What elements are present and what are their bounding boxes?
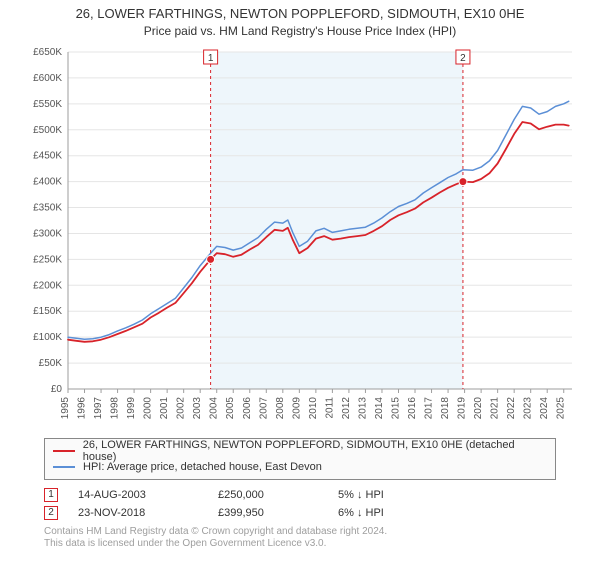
legend-label: 26, LOWER FARTHINGS, NEWTON POPPLEFORD, … <box>83 439 547 463</box>
x-tick-label: 2023 <box>523 396 534 419</box>
attribution-footer: Contains HM Land Registry data © Crown c… <box>44 526 556 551</box>
x-tick-label: 2020 <box>473 396 484 419</box>
x-tick-label: 2009 <box>291 396 302 419</box>
sale-date: 14-AUG-2003 <box>78 489 218 501</box>
chart-title-line2: Price paid vs. HM Land Registry's House … <box>0 24 600 38</box>
x-tick-label: 2011 <box>324 396 335 418</box>
y-tick-label: £450K <box>33 151 62 162</box>
x-tick-label: 2007 <box>258 396 269 419</box>
y-tick-label: £150K <box>33 306 62 317</box>
x-tick-label: 2006 <box>242 396 253 419</box>
sale-marker-dot <box>459 178 467 186</box>
chart-title-line1: 26, LOWER FARTHINGS, NEWTON POPPLEFORD, … <box>0 6 600 23</box>
x-tick-label: 1998 <box>110 396 121 419</box>
line-chart-svg: £0 £50K £100K £150K £200K £250K £300K £350K £400… <box>20 44 580 434</box>
legend-row: 26, LOWER FARTHINGS, NEWTON POPPLEFORD, … <box>53 443 547 459</box>
x-tick-label: 1999 <box>126 396 137 419</box>
x-tick-label: 2005 <box>225 396 236 419</box>
x-tick-label: 2015 <box>390 396 401 419</box>
x-tick-label: 2002 <box>176 396 187 419</box>
y-tick-label: £100K <box>33 332 62 343</box>
chart-container: 26, LOWER FARTHINGS, NEWTON POPPLEFORD, … <box>0 6 600 551</box>
footer-line1: Contains HM Land Registry data © Crown c… <box>44 526 556 539</box>
sale-row: 1 14-AUG-2003£250,0005% ↓ HPI <box>44 486 556 504</box>
sale-price: £399,950 <box>218 507 338 519</box>
sale-badge: 1 <box>44 488 58 502</box>
y-tick-label: £650K <box>33 47 62 58</box>
y-tick-label: £350K <box>33 202 62 213</box>
footer-line2: This data is licensed under the Open Gov… <box>44 538 556 551</box>
x-tick-label: 2016 <box>407 396 418 419</box>
y-tick-label: £0 <box>51 384 63 395</box>
sale-date: 23-NOV-2018 <box>78 507 218 519</box>
sale-row: 2 23-NOV-2018£399,9506% ↓ HPI <box>44 504 556 522</box>
sale-delta: 5% ↓ HPI <box>338 489 458 501</box>
x-tick-label: 2017 <box>424 396 435 419</box>
chart-plot: £0 £50K £100K £150K £200K £250K £300K £350K £400… <box>20 44 580 434</box>
sale-marker-number: 1 <box>208 53 214 64</box>
x-tick-label: 2001 <box>159 396 170 419</box>
x-tick-label: 1995 <box>60 396 71 419</box>
x-tick-label: 2010 <box>308 396 319 419</box>
sale-delta: 6% ↓ HPI <box>338 507 458 519</box>
x-tick-label: 2003 <box>192 396 203 419</box>
sale-price: £250,000 <box>218 489 338 501</box>
legend: 26, LOWER FARTHINGS, NEWTON POPPLEFORD, … <box>44 438 556 480</box>
x-tick-label: 2000 <box>143 396 154 419</box>
legend-label: HPI: Average price, detached house, East… <box>83 461 322 473</box>
y-tick-label: £300K <box>33 228 62 239</box>
y-tick-label: £200K <box>33 280 62 291</box>
x-tick-label: 2004 <box>209 396 220 419</box>
legend-swatch <box>53 466 75 468</box>
x-tick-label: 2013 <box>357 396 368 419</box>
y-tick-label: £400K <box>33 177 62 188</box>
x-tick-label: 2022 <box>506 396 517 419</box>
y-tick-label: £250K <box>33 254 62 265</box>
x-tick-label: 2019 <box>457 396 468 419</box>
x-tick-label: 1997 <box>93 396 104 419</box>
x-tick-label: 2014 <box>374 396 385 419</box>
y-tick-label: £600K <box>33 73 62 84</box>
sales-table: 1 14-AUG-2003£250,0005% ↓ HPI 2 23-NOV-2018… <box>44 486 556 522</box>
x-tick-label: 1996 <box>77 396 88 419</box>
sale-badge: 2 <box>44 506 58 520</box>
y-tick-label: £500K <box>33 125 62 136</box>
y-tick-label: £550K <box>33 99 62 110</box>
x-tick-label: 2021 <box>490 396 501 419</box>
sale-marker-dot <box>207 255 215 263</box>
x-tick-label: 2012 <box>341 396 352 419</box>
x-tick-label: 2008 <box>275 396 286 419</box>
x-tick-label: 2024 <box>539 396 550 419</box>
x-tick-label: 2018 <box>440 396 451 419</box>
sale-marker-number: 2 <box>460 53 466 64</box>
x-tick-label: 2025 <box>556 396 567 419</box>
legend-swatch <box>53 450 75 452</box>
y-tick-label: £50K <box>39 358 63 369</box>
